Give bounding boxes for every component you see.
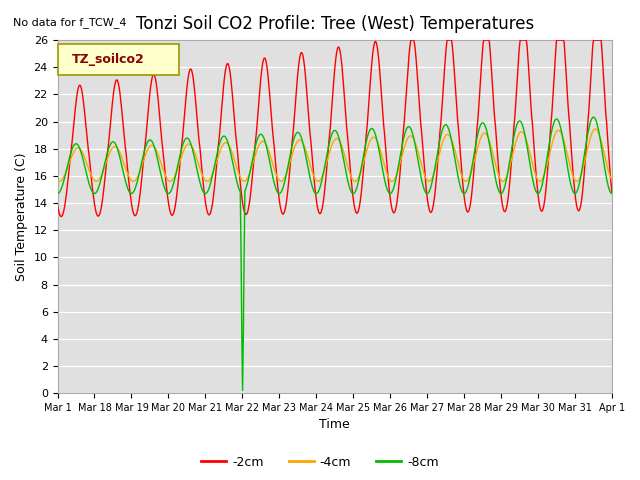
Title: Tonzi Soil CO2 Profile: Tree (West) Temperatures: Tonzi Soil CO2 Profile: Tree (West) Temp…	[136, 15, 534, 33]
X-axis label: Time: Time	[319, 419, 350, 432]
Text: TZ_soilco2: TZ_soilco2	[72, 53, 144, 66]
Y-axis label: Soil Temperature (C): Soil Temperature (C)	[15, 152, 28, 281]
Text: No data for f_TCW_4: No data for f_TCW_4	[13, 17, 126, 28]
FancyBboxPatch shape	[58, 44, 179, 75]
Legend: -2cm, -4cm, -8cm: -2cm, -4cm, -8cm	[196, 451, 444, 474]
